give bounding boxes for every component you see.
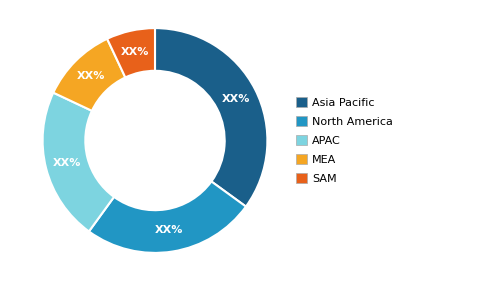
Wedge shape: [42, 93, 114, 232]
Text: XX%: XX%: [121, 47, 150, 57]
Wedge shape: [107, 28, 155, 78]
Wedge shape: [89, 182, 246, 253]
Legend: Asia Pacific, North America, APAC, MEA, SAM: Asia Pacific, North America, APAC, MEA, …: [296, 97, 393, 184]
Text: XX%: XX%: [76, 71, 105, 81]
Text: XX%: XX%: [52, 158, 81, 168]
Wedge shape: [155, 28, 268, 207]
Text: XX%: XX%: [155, 225, 184, 235]
Wedge shape: [54, 39, 126, 111]
Text: XX%: XX%: [222, 94, 250, 104]
